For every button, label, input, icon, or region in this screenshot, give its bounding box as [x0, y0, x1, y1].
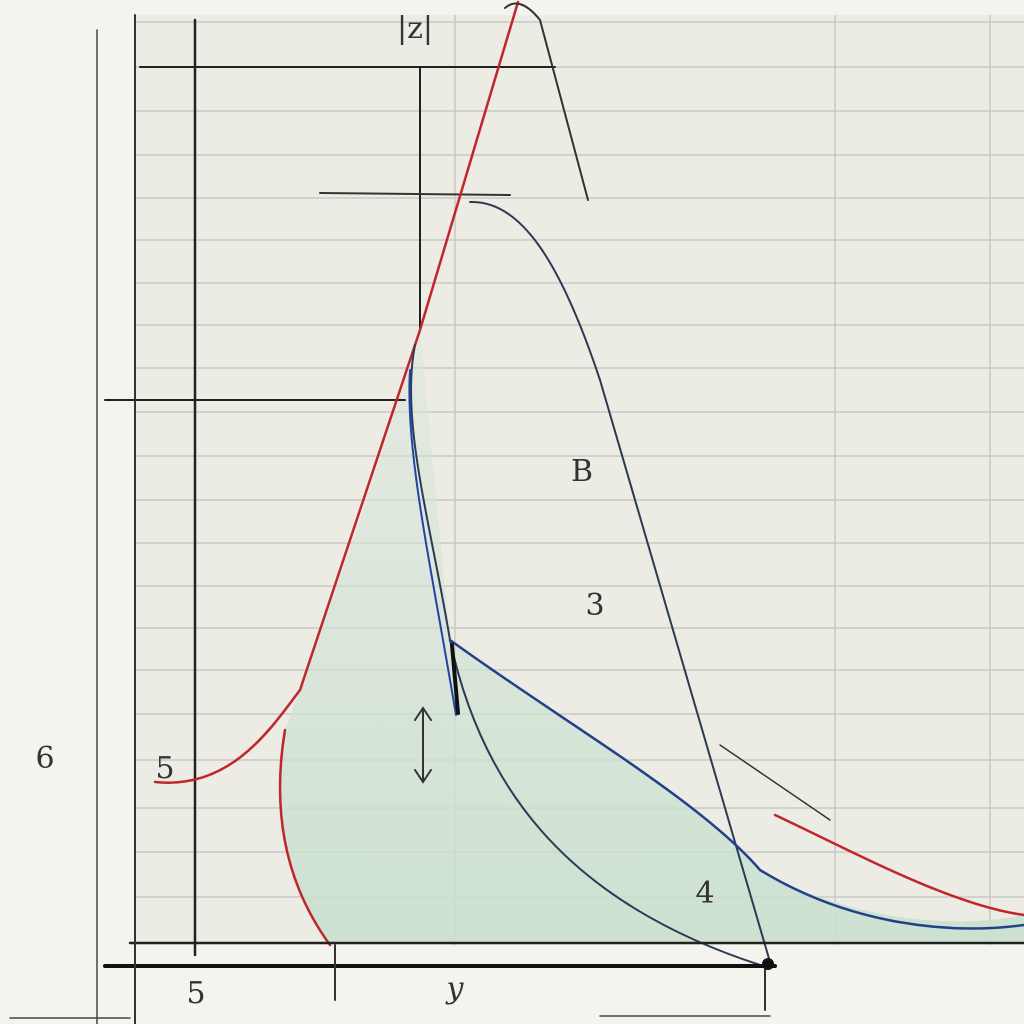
left-lower-label: 5 — [155, 751, 174, 786]
shaded-area — [280, 330, 1024, 943]
left-upper-label: 6 — [35, 741, 54, 776]
grid — [135, 15, 1024, 945]
peak-label: B — [571, 454, 593, 489]
bottom-left-label: 5 — [186, 976, 205, 1011]
low-mark-label: 4 — [695, 876, 714, 911]
bottom-mid-label: y — [445, 971, 465, 1006]
mid-mark-label: 3 — [585, 588, 604, 623]
curves — [9, 0, 1024, 1024]
top-label: |z| — [397, 11, 433, 46]
